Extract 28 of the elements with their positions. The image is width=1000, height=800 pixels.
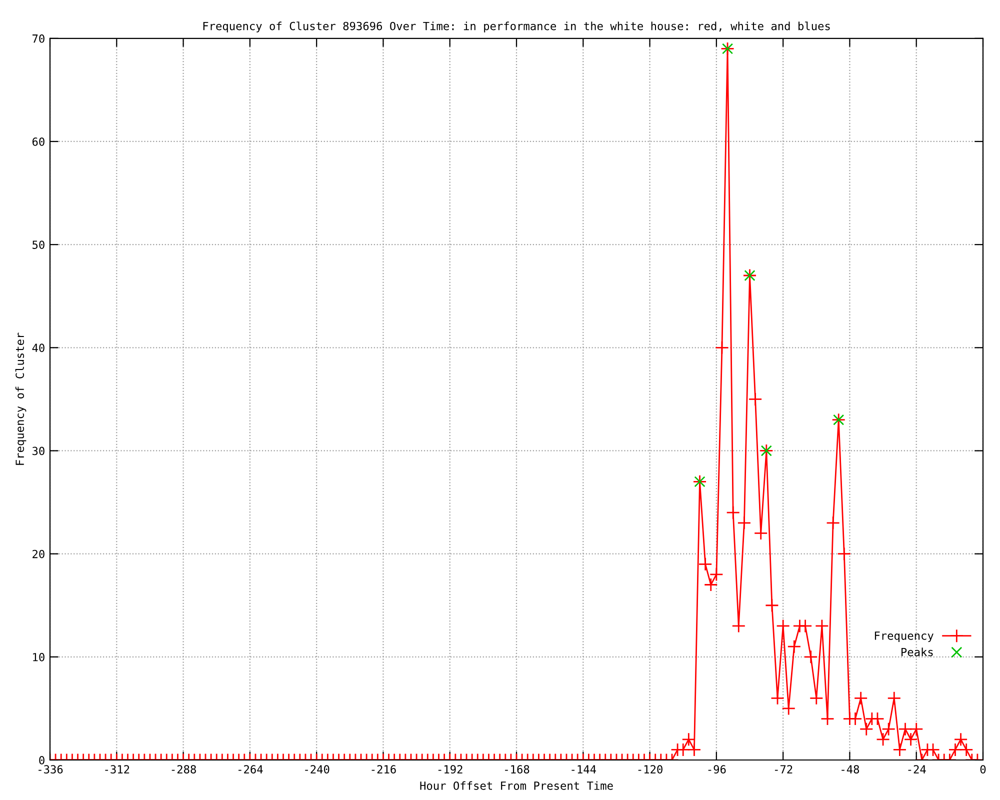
x-tick-label: -24 bbox=[908, 765, 926, 774]
x-tick-label: -264 bbox=[238, 765, 263, 774]
x-tick-label: -336 bbox=[38, 765, 63, 774]
x-tick-label: -120 bbox=[638, 765, 662, 774]
x-tick-label: -216 bbox=[372, 765, 396, 774]
x-tick-label: -240 bbox=[305, 765, 330, 774]
x-tick-label: -192 bbox=[438, 765, 462, 774]
legend-label: Frequency bbox=[874, 632, 934, 642]
x-tick-label: -72 bbox=[774, 765, 792, 774]
y-tick-label: 20 bbox=[32, 550, 44, 558]
x-tick-label: 0 bbox=[980, 765, 986, 774]
y-tick-label: 50 bbox=[32, 240, 44, 249]
y-tick-label: 70 bbox=[32, 34, 44, 43]
x-tick-label: -288 bbox=[172, 765, 196, 774]
x-tick-label: -168 bbox=[505, 765, 530, 774]
y-tick-label: 40 bbox=[32, 344, 44, 352]
x-tick-label: -312 bbox=[105, 765, 130, 774]
x-tick-label: -48 bbox=[842, 765, 860, 774]
y-tick-label: 30 bbox=[32, 446, 44, 456]
legend-label: Peaks bbox=[902, 648, 933, 656]
y-axis-title: Frequency of Cluster bbox=[15, 332, 26, 465]
y-tick-label: 0 bbox=[39, 756, 44, 764]
y-tick-label: 60 bbox=[32, 137, 44, 146]
y-tick-label: 10 bbox=[33, 652, 44, 662]
x-tick-label: -144 bbox=[572, 765, 596, 774]
x-axis-title: Hour Offset From Present Time bbox=[420, 781, 613, 790]
chart-title: Frequency of Cluster 893696 Over Time: in performance in the white house: red, white and blues bbox=[203, 22, 830, 32]
x-tick-label: -96 bbox=[708, 765, 726, 774]
